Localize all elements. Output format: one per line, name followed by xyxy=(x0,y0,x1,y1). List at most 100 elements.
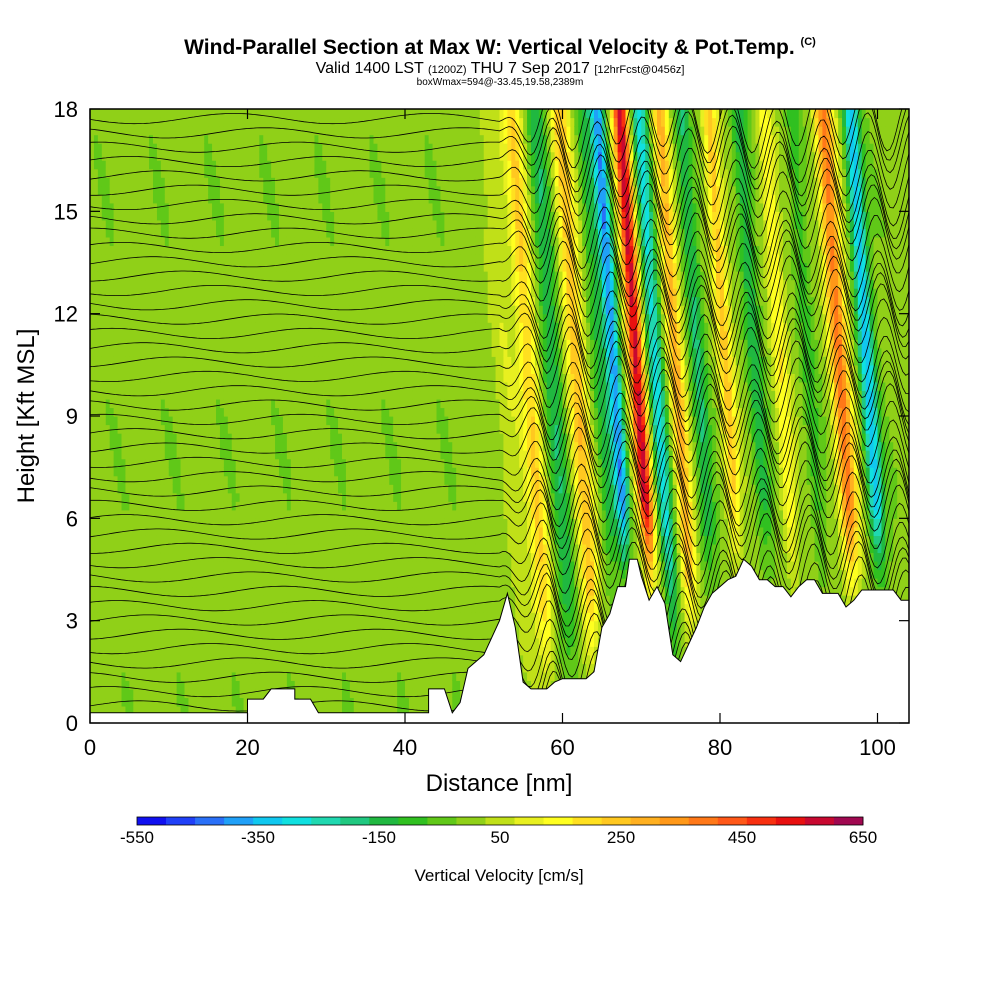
field-cell xyxy=(97,236,103,247)
field-cell xyxy=(310,117,316,127)
field-cell xyxy=(121,236,127,247)
field-cell xyxy=(286,424,292,434)
field-cell xyxy=(117,620,123,630)
field-cell xyxy=(192,185,197,195)
field-cell xyxy=(93,492,99,502)
field-cell xyxy=(168,433,174,443)
field-cell xyxy=(322,126,327,136)
field-cell xyxy=(302,279,308,289)
field-cell xyxy=(361,688,367,699)
field-cell xyxy=(101,671,107,681)
field-cell xyxy=(338,688,343,699)
field-cell xyxy=(271,126,276,136)
field-cell xyxy=(101,620,107,630)
field-cell xyxy=(101,535,107,545)
field-cell xyxy=(168,296,174,306)
field-cell xyxy=(121,117,127,127)
field-cell xyxy=(223,612,229,622)
field-cell xyxy=(192,535,197,545)
field-cell xyxy=(200,663,205,673)
field-cell xyxy=(231,595,237,605)
field-cell xyxy=(345,535,351,545)
field-cell xyxy=(279,424,284,434)
field-cell xyxy=(105,347,111,357)
field-cell xyxy=(342,211,347,221)
field-cell xyxy=(200,433,205,443)
field-cell xyxy=(184,381,190,392)
field-cell xyxy=(117,330,123,340)
field-cell xyxy=(90,185,95,195)
field-cell xyxy=(208,458,213,468)
field-cell xyxy=(93,586,99,596)
field-cell xyxy=(235,330,241,340)
field-cell xyxy=(101,373,107,383)
field-cell xyxy=(267,603,272,613)
field-cell xyxy=(290,211,296,221)
field-cell xyxy=(93,168,99,178)
field-cell xyxy=(129,390,134,400)
field-cell xyxy=(223,373,229,383)
field-cell xyxy=(176,501,182,511)
field-cell xyxy=(176,467,182,477)
field-cell xyxy=(259,381,264,392)
field-cell xyxy=(353,595,359,605)
field-cell xyxy=(330,109,335,119)
field-cell xyxy=(298,671,304,681)
field-cell xyxy=(113,467,119,477)
field-cell xyxy=(353,407,359,417)
field-cell xyxy=(160,688,166,699)
field-cell xyxy=(342,492,347,502)
field-cell xyxy=(101,433,107,443)
field-cell xyxy=(145,441,150,451)
field-cell xyxy=(196,484,201,494)
field-cell xyxy=(101,526,107,536)
field-cell xyxy=(263,450,268,460)
field-cell xyxy=(90,509,95,519)
field-cell xyxy=(251,219,256,229)
field-cell xyxy=(153,458,158,468)
field-cell xyxy=(141,364,146,374)
field-cell xyxy=(259,603,264,613)
field-cell xyxy=(330,339,335,349)
field-cell xyxy=(93,347,99,357)
field-cell xyxy=(200,279,205,289)
field-cell xyxy=(200,347,205,357)
field-cell xyxy=(302,603,308,613)
field-cell xyxy=(176,305,182,315)
field-cell xyxy=(279,492,284,502)
field-cell xyxy=(259,296,264,306)
field-cell xyxy=(141,347,146,357)
field-cell xyxy=(145,271,150,281)
field-cell xyxy=(251,168,256,178)
field-cell xyxy=(180,381,186,392)
field-cell xyxy=(275,185,280,195)
field-cell xyxy=(279,279,284,289)
field-cell xyxy=(255,450,260,460)
field-cell xyxy=(149,671,154,681)
field-cell xyxy=(113,271,119,281)
field-cell xyxy=(235,433,241,443)
field-cell xyxy=(286,364,292,374)
field-cell xyxy=(349,407,355,417)
field-cell xyxy=(334,620,339,630)
field-cell xyxy=(93,279,99,289)
field-cell xyxy=(168,467,174,477)
field-cell xyxy=(223,398,229,409)
field-cell xyxy=(286,416,292,426)
field-cell xyxy=(208,629,213,639)
field-cell xyxy=(223,501,229,511)
field-cell xyxy=(318,688,323,699)
field-cell xyxy=(294,356,300,366)
field-cell xyxy=(330,347,335,357)
field-cell xyxy=(204,697,209,707)
field-cell xyxy=(164,663,170,673)
field-cell xyxy=(133,253,138,264)
field-cell xyxy=(322,688,327,699)
field-cell xyxy=(145,578,150,588)
field-cell xyxy=(192,492,197,502)
field-cell xyxy=(334,126,339,136)
field-cell xyxy=(259,279,264,289)
field-cell xyxy=(109,501,115,511)
field-cell xyxy=(267,424,272,434)
field-cell xyxy=(97,680,103,690)
